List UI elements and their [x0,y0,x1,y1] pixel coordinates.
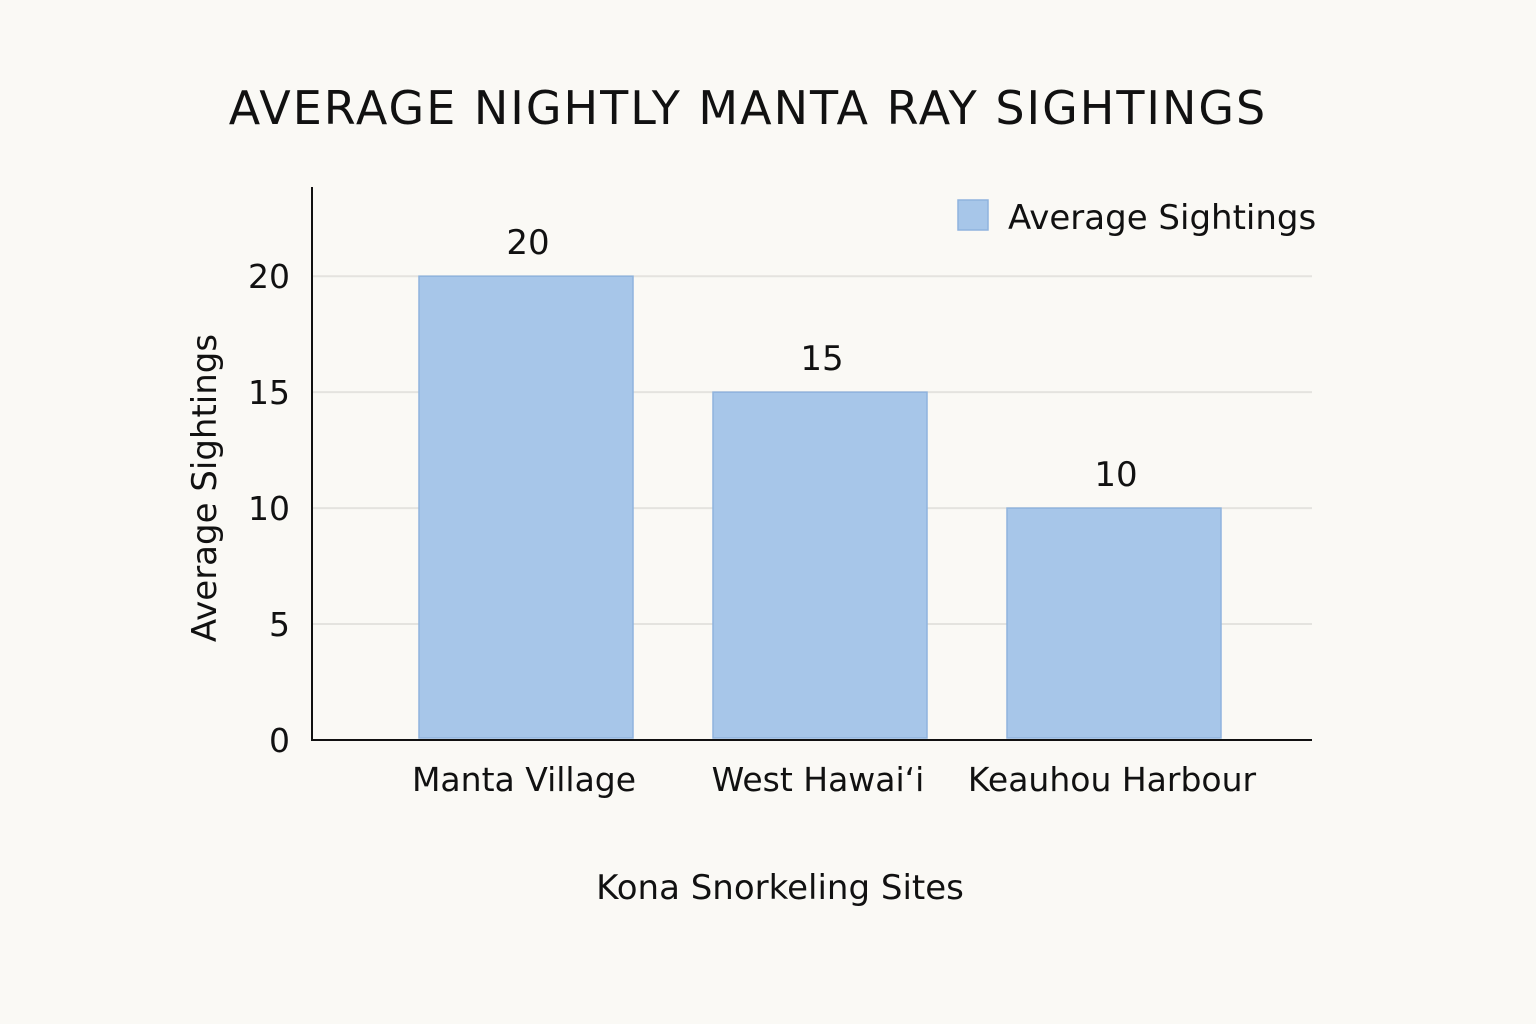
x-tick-label: West Hawaiʻi [712,760,925,799]
bar-value-label: 15 [800,339,843,379]
legend-swatch [957,199,989,231]
y-axis-ticks: 0 5 10 15 20 [248,257,290,760]
x-tick-label: Manta Village [412,760,636,799]
y-axis-label: Average Sightings [185,334,225,642]
bars [418,275,1222,739]
bar-value-label: 10 [1094,455,1137,495]
y-tick-label: 10 [248,489,290,528]
bar-value-label: 20 [506,223,549,263]
y-tick-label: 20 [248,257,290,296]
x-axis-ticks: Manta Village West Hawaiʻi Keauhou Harbour [412,760,1257,799]
bar [418,275,634,739]
chart-title: AVERAGE NIGHTLY MANTA RAY SIGHTINGS [229,81,1268,135]
data-labels: 20 15 10 [506,223,1137,495]
x-axis-label: Kona Snorkeling Sites [596,868,964,908]
y-tick-label: 0 [269,721,290,760]
y-tick-label: 5 [269,605,290,644]
bar [1006,507,1222,739]
bar [712,391,928,739]
y-tick-label: 15 [248,373,290,412]
x-tick-label: Keauhou Harbour [968,760,1257,799]
legend-label: Average Sightings [1008,198,1316,238]
legend: Average Sightings [957,198,1316,238]
